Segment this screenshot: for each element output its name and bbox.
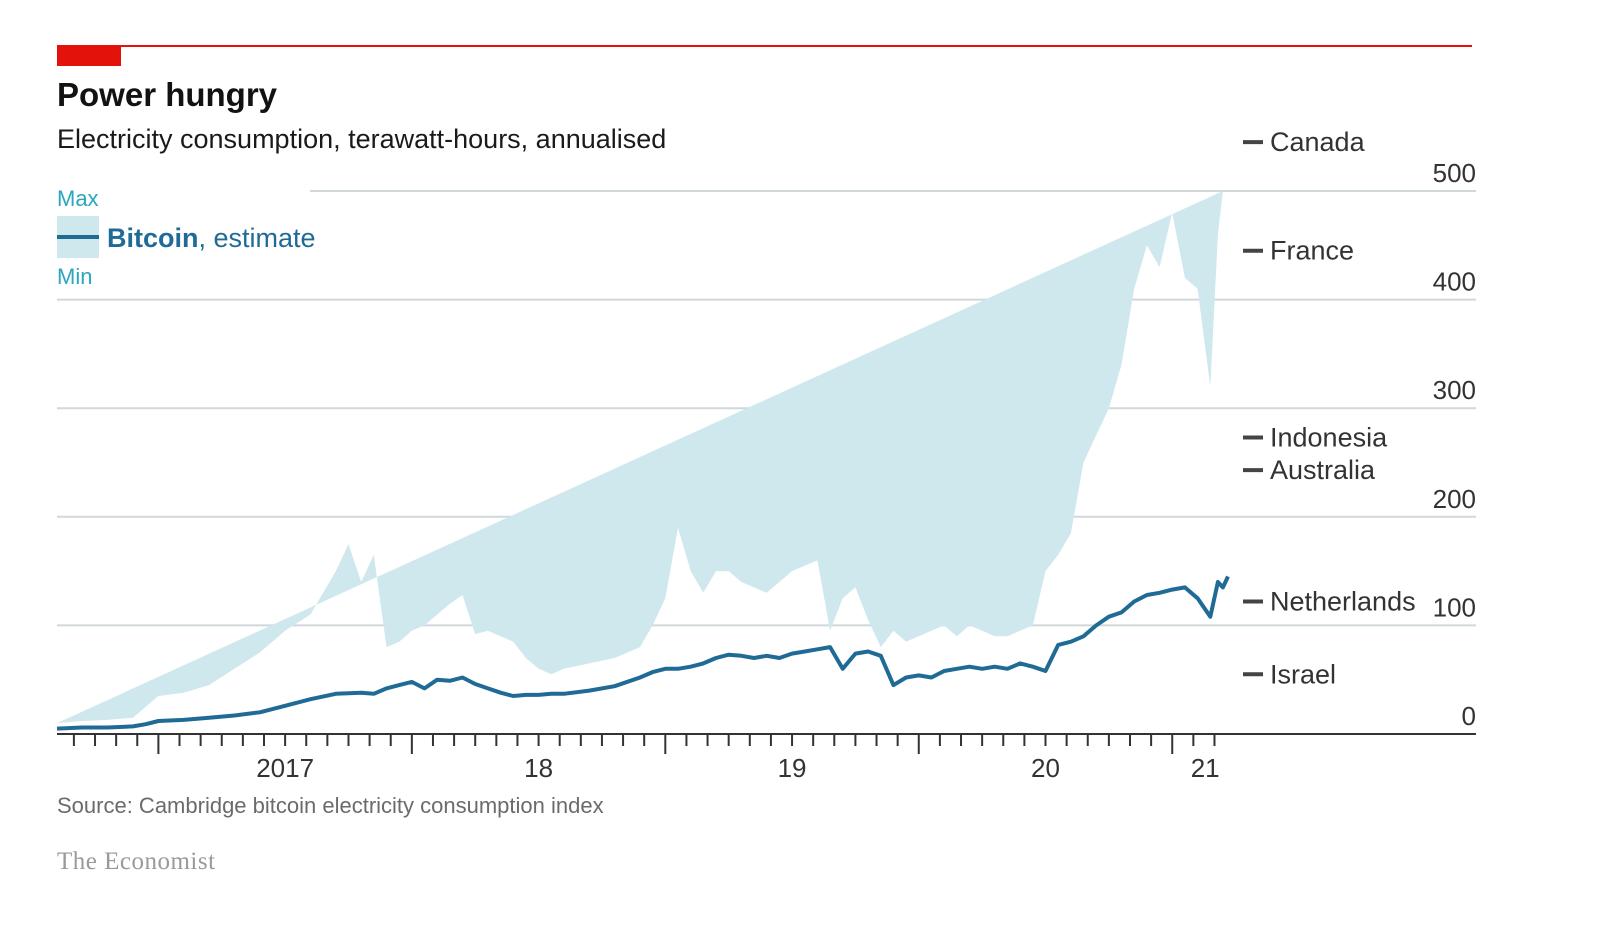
y-tick-label-500: 500 (1433, 158, 1476, 188)
line-layer (56, 575, 1230, 731)
brand-logo: The Economist (57, 848, 216, 875)
series-line-bitcoin (56, 575, 1230, 731)
ref-label-indonesia: Indonesia (1270, 423, 1388, 453)
ref-label-australia: Australia (1270, 455, 1376, 485)
red-tag (57, 46, 121, 66)
axis-layer: 0 100 200 300 400 500 2017 18 19 20 21 (57, 158, 1476, 783)
x-tick-label-19: 19 (778, 753, 807, 783)
ref-label-france: France (1270, 236, 1354, 266)
legend-series-rest: , estimate (199, 223, 316, 253)
legend-series-label: Bitcoin, estimate (107, 223, 316, 253)
source-note: Source: Cambridge bitcoin electricity co… (57, 793, 604, 818)
band-layer (57, 191, 1223, 724)
y-tick-label-300: 300 (1433, 375, 1476, 405)
legend-max-label: Max (57, 186, 99, 211)
ref-label-canada: Canada (1270, 127, 1366, 157)
chart-title: Power hungry (57, 76, 278, 113)
x-tick-label-20: 20 (1031, 753, 1060, 783)
max-min-band (57, 191, 1223, 724)
legend: Max Bitcoin, estimate Min (57, 186, 316, 289)
top-rule (57, 45, 1472, 47)
ref-label-israel: Israel (1270, 659, 1336, 689)
x-tick-label-21: 21 (1191, 753, 1220, 783)
chart-subtitle: Electricity consumption, terawatt-hours,… (57, 124, 667, 154)
legend-series-bold: Bitcoin (107, 223, 199, 253)
y-tick-label-400: 400 (1433, 267, 1476, 297)
y-tick-label-200: 200 (1433, 484, 1476, 514)
y-tick-label-100: 100 (1433, 592, 1476, 622)
y-tick-label-0: 0 (1462, 701, 1476, 731)
grid-layer (57, 190, 1476, 627)
legend-min-label: Min (57, 264, 92, 289)
x-tick-label-2017: 2017 (256, 753, 314, 783)
ref-label-netherlands: Netherlands (1270, 587, 1416, 617)
x-tick-label-18: 18 (524, 753, 553, 783)
